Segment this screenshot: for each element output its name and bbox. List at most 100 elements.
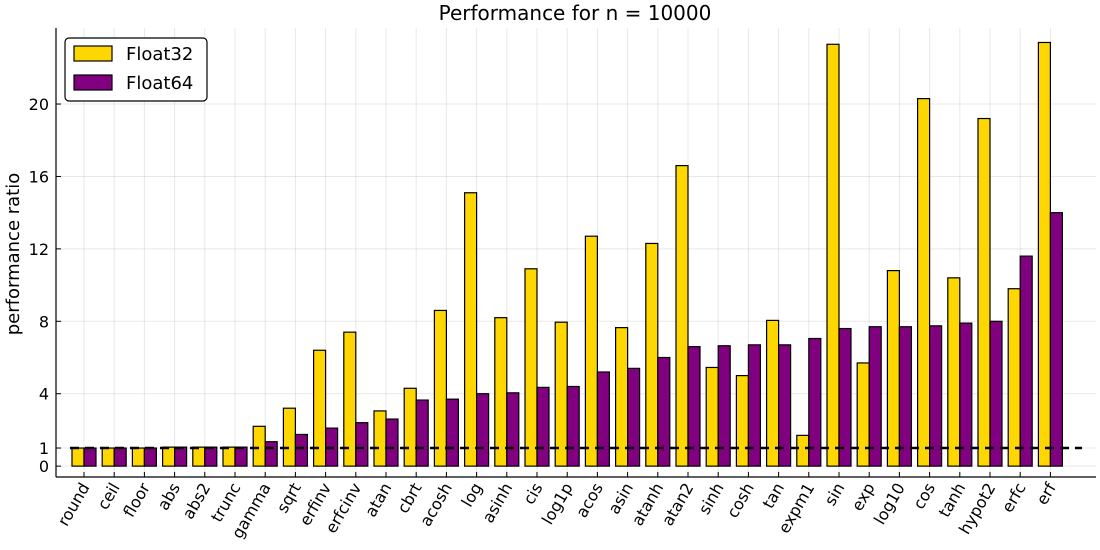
x-tick-label: floor — [119, 479, 154, 520]
bar-float64-erfcinv — [355, 422, 369, 467]
bar-float64-abs — [174, 446, 188, 467]
bar-float32-asin — [614, 327, 629, 467]
legend-swatch-float32 — [73, 45, 113, 62]
bar-float32-abs — [162, 446, 176, 467]
y-tick-label: 0 — [39, 457, 49, 476]
bar-float64-trunc — [234, 446, 248, 467]
bar-float64-expm1 — [808, 337, 822, 467]
bar-float64-erfc — [1019, 255, 1033, 467]
x-tick-label: ceil — [93, 480, 123, 513]
bar-float64-atan2 — [687, 346, 701, 467]
bar-float64-asinh — [506, 392, 520, 467]
bar-float32-log10 — [886, 270, 901, 467]
bar-float64-tanh — [959, 322, 973, 467]
bar-float32-floor — [131, 447, 145, 467]
x-tick-label: log10 — [870, 480, 909, 528]
bar-float64-cos — [928, 325, 943, 467]
bar-float64-acosh — [445, 398, 459, 467]
x-tick-label: erf — [1032, 479, 1060, 508]
bar-float32-gamma — [252, 425, 266, 467]
bar-float32-tanh — [947, 277, 961, 467]
x-tick-label: exp — [848, 480, 879, 515]
bar-float64-asin — [626, 367, 641, 467]
x-tick-label: cos — [909, 480, 939, 513]
bar-float32-sqrt — [282, 407, 296, 467]
bar-float32-acosh — [433, 309, 447, 467]
bar-float32-erfinv — [313, 349, 327, 467]
bar-float64-log10 — [898, 326, 913, 467]
bar-float32-asinh — [494, 317, 508, 467]
bars — [70, 41, 1082, 467]
bar-float64-tan — [777, 344, 792, 467]
bar-float32-hypot2 — [977, 117, 991, 467]
x-tick-label: asinh — [478, 480, 516, 527]
x-tick-label: round — [54, 480, 94, 530]
x-tick-label: abs — [153, 480, 184, 514]
x-tick-label: tan — [759, 480, 789, 512]
bar-float64-sin — [838, 327, 852, 467]
bar-float64-exp — [868, 326, 882, 467]
x-tick-label: atan — [361, 480, 395, 521]
y-tick-label: 20 — [29, 95, 49, 114]
x-tick-label: log — [457, 480, 486, 511]
y-tick-label: 8 — [39, 312, 49, 331]
bar-float32-abs2 — [192, 446, 206, 467]
bar-float32-sinh — [705, 366, 719, 467]
bar-float64-sinh — [717, 345, 731, 467]
x-tick-label: log1p — [538, 480, 577, 528]
bar-float32-cis — [524, 268, 538, 467]
bar-float64-ceil — [113, 447, 127, 467]
bar-float64-atanh — [657, 356, 671, 467]
bar-float64-cosh — [747, 344, 762, 467]
axes — [55, 28, 1096, 478]
bar-float32-exp — [856, 362, 870, 467]
y-axis-title: performance ratio — [3, 173, 24, 336]
x-tick-label: sin — [821, 480, 849, 509]
bar-float64-log — [476, 393, 490, 467]
bar-float32-tan — [765, 319, 780, 467]
bar-float32-sin — [826, 43, 840, 467]
bar-float32-erfcinv — [343, 331, 357, 467]
bar-float64-cbrt — [415, 399, 429, 467]
bar-float32-log1p — [554, 321, 568, 467]
x-tick-label: acos — [572, 480, 607, 521]
bar-float32-log — [464, 192, 478, 467]
bar-float32-erfc — [1007, 288, 1021, 467]
bar-float64-round — [83, 447, 97, 467]
bar-float32-erf — [1037, 41, 1052, 467]
y-tick-label: 1 — [39, 439, 49, 458]
legend: Float32 Float64 — [64, 37, 208, 102]
x-tick-label: erfc — [998, 480, 1030, 516]
chart-title: Performance for n = 10000 — [439, 1, 712, 25]
y-tick-label: 12 — [29, 240, 49, 259]
legend-label-float32: Float32 — [126, 44, 193, 65]
bar-float64-cis — [536, 386, 550, 467]
bar-float64-abs2 — [204, 446, 218, 467]
bar-float32-expm1 — [796, 434, 810, 467]
bar-float32-atanh — [645, 242, 659, 467]
bar-float64-gamma — [264, 441, 278, 467]
bar-float64-hypot2 — [989, 320, 1003, 467]
bar-float32-ceil — [101, 447, 115, 467]
x-tick-label: atan2 — [658, 480, 698, 530]
bar-float32-acos — [584, 235, 599, 467]
x-tick-label: cosh — [723, 480, 758, 522]
bar-float64-erf — [1049, 212, 1064, 467]
y-tick-label: 16 — [29, 167, 49, 186]
bar-float32-atan2 — [675, 164, 689, 467]
bar-float64-acos — [596, 371, 611, 467]
bar-float64-atan — [385, 418, 399, 467]
legend-swatch-float64 — [73, 74, 113, 91]
x-tick-label: cis — [519, 480, 546, 508]
bar-float32-atan — [373, 410, 387, 467]
legend-label-float64: Float64 — [126, 73, 193, 94]
bar-float32-trunc — [222, 446, 236, 467]
bar-float32-round — [71, 447, 85, 467]
bar-float32-cbrt — [403, 387, 417, 467]
bar-float32-cos — [916, 98, 931, 467]
bar-float64-floor — [143, 447, 157, 467]
bar-float32-cosh — [735, 375, 750, 467]
